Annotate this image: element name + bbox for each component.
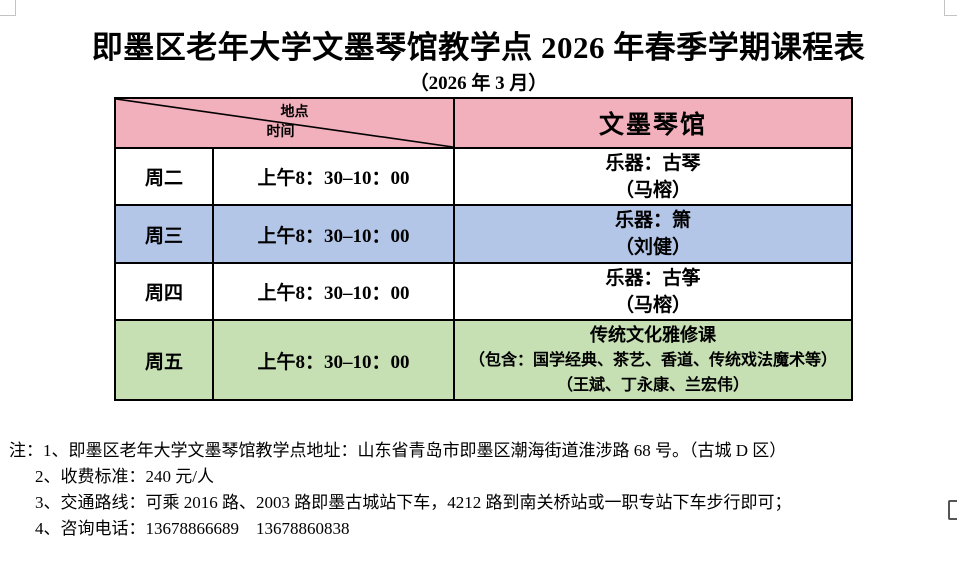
corner-time-label: 时间 [266, 125, 295, 140]
note-line: 4、咨询电话：13678866689 13678860838 [9, 516, 792, 542]
table-header-row: 地点 时间 文墨琴馆 [114, 97, 853, 149]
note-text: 3、交通路线：可乘 2016 路、2003 路即墨古城站下车，4212 路到南关… [35, 493, 792, 512]
course-title-line: 传统文化雅修课 [590, 324, 716, 345]
note-line: 2、收费标准：240 元/人 [9, 464, 792, 490]
table-row: 周五 上午8：30–10：00 传统文化雅修课 （包含：国学经典、茶艺、香道、传统戏法… [114, 319, 853, 401]
note-line: 注：1、即墨区老年大学文墨琴馆教学点地址：山东省青岛市即墨区潮海街道淮涉路 68… [9, 438, 792, 464]
day-cell: 周三 [114, 204, 214, 264]
notes-prefix: 注： [9, 441, 43, 460]
course-title-line: 乐器：古筝 [605, 267, 701, 289]
course-cell: 乐器：古琴 （马榕） [453, 147, 853, 206]
course-detail-line: （马榕） [614, 294, 691, 316]
course-cell: 传统文化雅修课 （包含：国学经典、茶艺、香道、传统戏法魔术等） （王斌、丁永康、兰宏… [453, 319, 853, 401]
day-cell: 周四 [114, 262, 214, 321]
venue-header-cell: 文墨琴馆 [453, 97, 853, 149]
table-row: 周三 上午8：30–10：00 乐器：箫 （刘健） [114, 204, 853, 264]
note-line: 3、交通路线：可乘 2016 路、2003 路即墨古城站下车，4212 路到南关… [9, 490, 792, 516]
course-title-line: 乐器：古琴 [605, 152, 701, 174]
notes: 注：1、即墨区老年大学文墨琴馆教学点地址：山东省青岛市即墨区潮海街道淮涉路 68… [9, 438, 792, 542]
page-title: 即墨区老年大学文墨琴馆教学点 2026 年春季学期课程表 [91, 30, 866, 65]
table-row: 周四 上午8：30–10：00 乐器：古筝 （马榕） [114, 262, 853, 321]
time-cell: 上午8：30–10：00 [212, 204, 455, 264]
course-detail-line: （刘健） [614, 237, 691, 258]
course-detail-line: （包含：国学经典、茶艺、香道、传统戏法魔术等） [468, 351, 837, 369]
note-text: 4、咨询电话：13678866689 13678860838 [35, 519, 350, 538]
time-cell: 上午8：30–10：00 [212, 147, 455, 206]
page-edge-anchor-icon [948, 500, 957, 520]
course-detail-line: （马榕） [614, 179, 691, 201]
page-subtitle: （2026 年 3 月） [409, 73, 548, 94]
corner-location-label: 地点 [280, 105, 309, 120]
course-title-line: 乐器：箫 [614, 210, 691, 231]
table-row: 周二 上午8：30–10：00 乐器：古琴 （马榕） [114, 147, 853, 206]
course-cell: 乐器：古筝 （马榕） [453, 262, 853, 321]
note-text: 1、即墨区老年大学文墨琴馆教学点地址：山东省青岛市即墨区潮海街道淮涉路 68 号… [43, 441, 787, 460]
course-detail-line: （王斌、丁永康、兰宏伟） [556, 376, 749, 394]
note-text: 2、收费标准：240 元/人 [35, 467, 214, 486]
course-cell: 乐器：箫 （刘健） [453, 204, 853, 264]
schedule-body: 周二 上午8：30–10：00 乐器：古琴 （马榕） 周三 上午8：30–10：00 乐器：… [114, 147, 853, 401]
margin-corner-mark-top-left-icon [0, 0, 16, 16]
diagonal-divider-line [116, 99, 453, 147]
margin-corner-mark-top-right-icon [944, 0, 957, 16]
corner-header-cell: 地点 时间 [114, 97, 455, 149]
day-cell: 周二 [114, 147, 214, 206]
schedule-table: 地点 时间 文墨琴馆 周二 上午8：30–10：00 乐器：古琴 （马榕） 周三 上午8：… [114, 97, 853, 401]
day-cell: 周五 [114, 319, 214, 401]
time-cell: 上午8：30–10：00 [212, 262, 455, 321]
time-cell: 上午8：30–10：00 [212, 319, 455, 401]
